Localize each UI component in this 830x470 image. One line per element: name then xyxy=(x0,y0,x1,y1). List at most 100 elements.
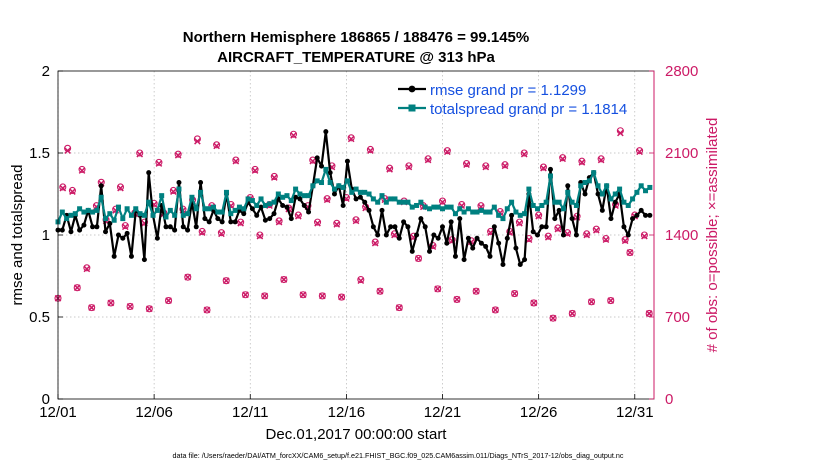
spread-point-102 xyxy=(496,212,502,218)
spread-point-84 xyxy=(418,199,424,205)
obs-assimilated-point-39 xyxy=(242,291,249,299)
chart-title-line1: Northern Hemisphere 186865 / 188476 = 99… xyxy=(183,29,529,46)
rmse-point-54 xyxy=(288,216,294,222)
spread-point-44 xyxy=(245,196,251,202)
obs-possible-point-73 xyxy=(405,162,413,170)
right-tick-label-2: 1400 xyxy=(665,227,698,244)
obs-assimilated-point-119 xyxy=(626,249,634,256)
obs-assimilated-point-91 xyxy=(492,306,499,314)
obs-assimilated-point-100 xyxy=(535,212,542,220)
spread-point-4 xyxy=(72,211,78,217)
spread-point-117 xyxy=(560,206,566,212)
spread-point-88 xyxy=(435,204,441,210)
rmse-point-1 xyxy=(59,227,65,233)
spread-point-96 xyxy=(470,209,476,215)
spread-point-75 xyxy=(379,193,385,199)
rmse-point-70 xyxy=(357,194,363,200)
obs-assimilated-point-11 xyxy=(107,299,115,307)
obs-assimilated-point-95 xyxy=(511,290,518,297)
rmse-point-29 xyxy=(180,224,186,230)
spread-point-29 xyxy=(180,212,186,218)
rmse-point-13 xyxy=(111,253,117,259)
right-tick-label-0: 0 xyxy=(665,391,673,408)
spread-point-109 xyxy=(526,186,532,192)
spread-point-17 xyxy=(128,212,134,218)
spread-point-40 xyxy=(228,211,234,217)
obs-possible-point-51 xyxy=(299,291,307,299)
obs-assimilated-point-114 xyxy=(602,236,610,244)
right-tick-label-3: 2100 xyxy=(665,145,698,162)
rmse-point-10 xyxy=(98,183,104,189)
obs-assimilated-point-38 xyxy=(237,219,244,227)
spread-point-83 xyxy=(414,202,420,208)
rmse-point-126 xyxy=(599,207,605,213)
rmse-point-34 xyxy=(202,216,208,222)
spread-point-32 xyxy=(193,206,199,212)
spread-point-34 xyxy=(202,206,208,212)
rmse-point-111 xyxy=(535,232,541,238)
obs-assimilated-point-110 xyxy=(583,231,591,239)
rmse-point-136 xyxy=(643,212,649,218)
spread-point-27 xyxy=(172,212,178,218)
spread-point-49 xyxy=(267,201,273,207)
rmse-point-38 xyxy=(219,219,225,225)
obs-possible-point-104 xyxy=(554,224,562,232)
obs-assimilated-point-122 xyxy=(641,232,648,240)
spread-point-58 xyxy=(306,193,312,199)
x-tick-label-0: 12/01 xyxy=(39,404,77,421)
spread-point-98 xyxy=(478,207,484,213)
obs-possible-point-77 xyxy=(424,155,432,163)
obs-assimilated-point-61 xyxy=(347,135,355,143)
obs-assimilated-point-118 xyxy=(621,237,629,245)
obs-possible-point-25 xyxy=(174,150,182,158)
rmse-point-120 xyxy=(573,232,579,238)
obs-assimilated-point-19 xyxy=(145,305,153,313)
spread-point-125 xyxy=(595,183,601,189)
spread-point-122 xyxy=(582,180,588,186)
obs-possible-point-42 xyxy=(256,231,264,239)
spread-point-5 xyxy=(77,206,83,212)
obs-possible-point-1 xyxy=(59,183,67,191)
obs-assimilated-point-37 xyxy=(232,157,240,165)
obs-possible-point-110 xyxy=(583,230,591,238)
spread-point-105 xyxy=(509,199,515,205)
obs-assimilated-point-109 xyxy=(578,159,586,166)
rmse-point-66 xyxy=(340,202,346,208)
rmse-point-91 xyxy=(448,219,454,225)
obs-possible-point-119 xyxy=(626,249,634,257)
spread-point-3 xyxy=(68,212,74,218)
obs-possible-point-81 xyxy=(443,147,451,155)
rmse-point-3 xyxy=(68,229,74,235)
obs-assimilated-point-103 xyxy=(549,314,557,322)
y-tick-label-4: 2 xyxy=(42,63,50,80)
rmse-point-129 xyxy=(612,199,618,205)
obs-assimilated-point-59 xyxy=(338,293,345,301)
spread-point-65 xyxy=(336,183,342,189)
obs-possible-point-41 xyxy=(251,165,259,173)
rmse-point-113 xyxy=(543,224,549,230)
obs-assimilated-point-97 xyxy=(520,150,528,158)
rmse-point-115 xyxy=(552,216,558,222)
rmse-point-81 xyxy=(405,224,411,230)
obs-possible-point-50 xyxy=(294,211,302,219)
rmse-point-90 xyxy=(444,240,450,246)
rmse-point-97 xyxy=(474,235,480,241)
obs-assimilated-point-58 xyxy=(333,221,341,228)
spread-point-2 xyxy=(64,216,70,222)
obs-assimilated-point-81 xyxy=(443,148,451,156)
spread-point-16 xyxy=(124,206,130,212)
spread-point-95 xyxy=(465,206,471,212)
spread-point-106 xyxy=(513,209,519,215)
spread-point-81 xyxy=(405,199,411,205)
spread-point-54 xyxy=(288,198,294,204)
y-tick-label-0: 0 xyxy=(42,391,50,408)
x-axis-label: Dec.01,2017 00:00:00 start xyxy=(266,426,448,443)
spread-point-25 xyxy=(163,214,169,220)
spread-point-9 xyxy=(94,207,100,213)
rmse-point-79 xyxy=(396,235,402,241)
obs-possible-point-96 xyxy=(515,218,523,226)
obs-possible-point-59 xyxy=(338,293,346,301)
obs-assimilated-point-1 xyxy=(59,184,67,192)
rmse-point-102 xyxy=(496,240,502,246)
rmse-point-83 xyxy=(414,232,420,238)
